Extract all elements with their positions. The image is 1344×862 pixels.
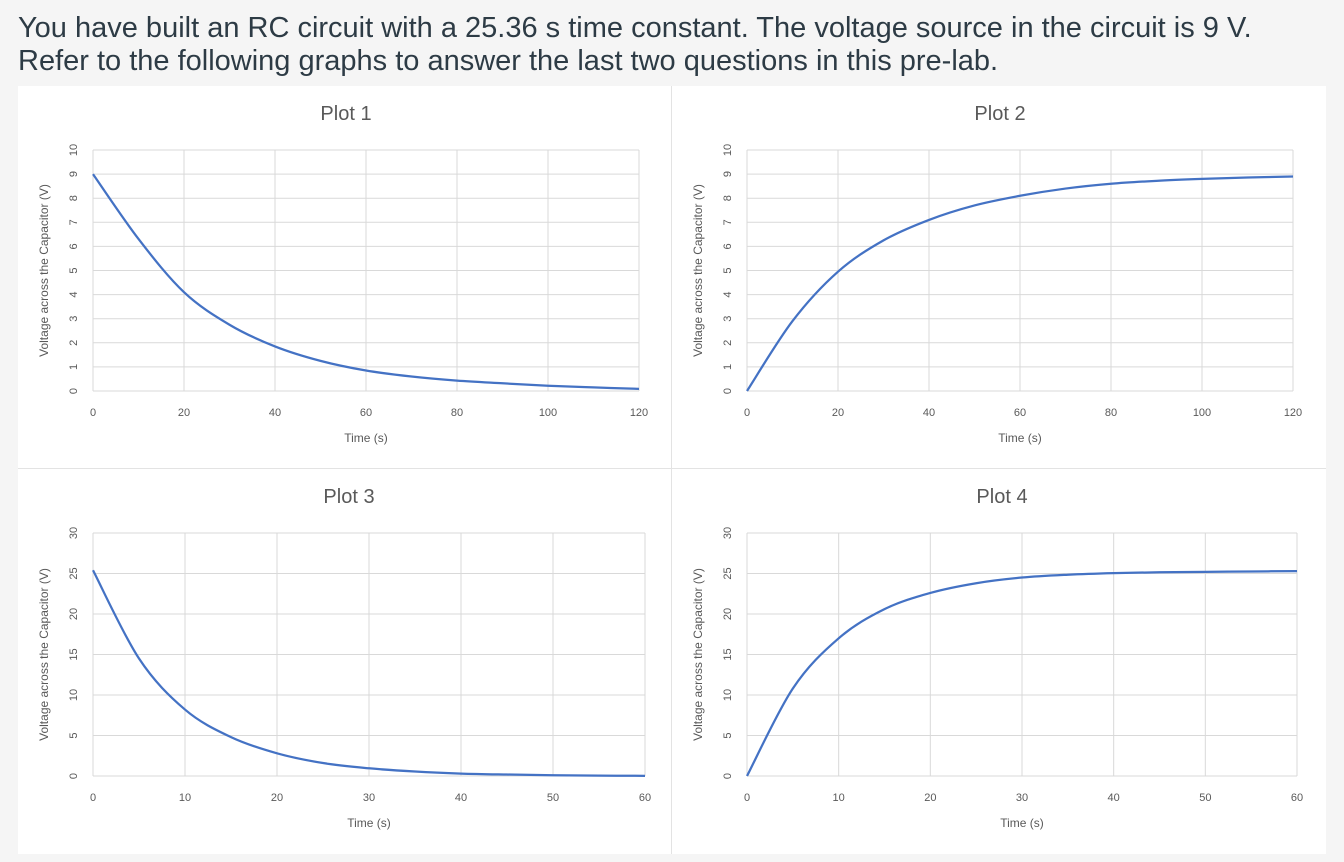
plot-3-title: Plot 3 <box>323 486 374 508</box>
plot-2-x-tick-label: 100 <box>1193 407 1211 419</box>
plot-4-y-tick-label: 15 <box>722 648 734 660</box>
plot-1-x-tick-label: 0 <box>90 407 96 419</box>
plot-4-y-tick-label: 25 <box>722 567 734 579</box>
plot-3-y-tick-label: 15 <box>68 648 80 660</box>
plot-2-y-tick-label: 10 <box>722 144 734 156</box>
plots-figure: Plot 1 0 1 2 3 4 5 6 7 8 9 10 0 20 40 60 80 100 120 Time (s… <box>18 86 1326 854</box>
plot-2-x-tick-label: 60 <box>1014 407 1026 419</box>
plot-1-title: Plot 1 <box>320 103 371 125</box>
plot-1-y-tick-label: 10 <box>68 144 80 156</box>
plot-1-y-tick-label: 6 <box>68 243 80 249</box>
plot-4-x-tick-label: 40 <box>1108 792 1120 804</box>
plot-2-x-tick-label: 120 <box>1284 407 1302 419</box>
question-text: You have built an RC circuit with a 25.3… <box>18 12 1252 77</box>
plot-4-x-tick-label: 60 <box>1291 792 1303 804</box>
plot-3-x-tick-label: 20 <box>271 792 283 804</box>
plot-1-x-tick-label: 60 <box>360 407 372 419</box>
plot-2-x-tick-label: 0 <box>744 407 750 419</box>
plot-4-x-tick-label: 0 <box>744 792 750 804</box>
plot-1-panel: Plot 1 0 1 2 3 4 5 6 7 8 9 10 0 20 40 60 80 100 120 Time (s… <box>18 86 671 468</box>
plot-1-x-axis-label: Time (s) <box>344 431 388 445</box>
plot-4-x-tick-label: 50 <box>1199 792 1211 804</box>
plot-1-y-tick-label: 0 <box>68 388 80 394</box>
plot-3-y-tick-label: 5 <box>68 732 80 738</box>
plot-4-panel: Plot 4 0 5 10 15 20 25 30 0 10 20 30 40 50 60 Time (s) V… <box>672 469 1326 854</box>
plot-1-y-tick-label: 8 <box>68 195 80 201</box>
plot-2-y-tick-label: 2 <box>722 340 734 346</box>
plot-1-y-tick-label: 3 <box>68 316 80 322</box>
plot-2-series-line <box>746 175 1294 392</box>
plot-3-y-tick-label: 10 <box>68 689 80 701</box>
plot-2-panel: Plot 2 0 1 2 3 4 5 6 7 8 9 10 0 20 40 60 80 100 120 Time (s… <box>672 86 1326 468</box>
panel-divider-vertical <box>671 86 672 854</box>
plot-2-y-tick-label: 7 <box>722 219 734 225</box>
panel-divider-horizontal <box>18 468 1326 469</box>
plot-4-x-axis-label: Time (s) <box>1000 816 1044 830</box>
plot-1-x-tick-label: 120 <box>630 407 648 419</box>
plot-4-chart: Plot 4 0 5 10 15 20 25 30 0 10 20 30 40 50 60 Time (s) V… <box>691 486 1303 830</box>
plot-3-y-tick-label: 0 <box>68 773 80 779</box>
plot-2-x-tick-label: 80 <box>1105 407 1117 419</box>
plot-2-title: Plot 2 <box>974 103 1025 125</box>
plot-2-y-tick-label: 8 <box>722 195 734 201</box>
plot-1-series-line <box>92 173 640 390</box>
plot-2-y-tick-label: 4 <box>722 292 734 298</box>
plot-3-chart: Plot 3 0 5 10 15 20 25 30 0 10 20 30 40 50 60 Time (s) V… <box>37 486 651 830</box>
plot-2-y-axis-label: Voltage across the Capacitor (V) <box>691 184 705 357</box>
plot-3-panel: Plot 3 0 5 10 15 20 25 30 0 10 20 30 40 50 60 Time (s) V… <box>18 469 671 854</box>
plot-3-x-tick-label: 0 <box>90 792 96 804</box>
plot-1-y-tick-label: 5 <box>68 267 80 273</box>
plot-4-x-tick-label: 20 <box>924 792 936 804</box>
plot-1-y-axis-label: Voltage across the Capacitor (V) <box>37 184 51 357</box>
plot-4-title: Plot 4 <box>976 486 1027 508</box>
plot-2-y-tick-label: 3 <box>722 316 734 322</box>
plot-1-y-tick-label: 9 <box>68 171 80 177</box>
plot-4-y-axis-label: Voltage across the Capacitor (V) <box>691 568 705 741</box>
plot-3-y-tick-label: 30 <box>68 527 80 539</box>
plot-3-x-tick-label: 40 <box>455 792 467 804</box>
plot-2-y-tick-label: 5 <box>722 267 734 273</box>
plot-1-y-tick-label: 7 <box>68 219 80 225</box>
plot-2-y-tick-label: 6 <box>722 243 734 249</box>
plot-3-y-tick-label: 20 <box>68 608 80 620</box>
plot-3-y-axis-label: Voltage across the Capacitor (V) <box>37 568 51 741</box>
plot-1-x-tick-label: 40 <box>269 407 281 419</box>
plot-4-x-tick-label: 30 <box>1016 792 1028 804</box>
plot-1-y-tick-label: 4 <box>68 292 80 298</box>
plot-2-x-axis-label: Time (s) <box>998 431 1042 445</box>
plot-4-x-tick-label: 10 <box>833 792 845 804</box>
plot-4-series-line <box>746 569 1298 777</box>
plot-2-y-tick-label: 9 <box>722 171 734 177</box>
plot-4-y-tick-label: 30 <box>722 527 734 539</box>
plot-2-x-tick-label: 40 <box>923 407 935 419</box>
plot-3-x-tick-label: 60 <box>639 792 651 804</box>
plot-1-y-tick-label: 1 <box>68 364 80 370</box>
plot-3-x-tick-label: 50 <box>547 792 559 804</box>
plot-3-y-tick-label: 25 <box>68 567 80 579</box>
plot-3-x-tick-label: 30 <box>363 792 375 804</box>
plot-4-y-tick-label: 10 <box>722 689 734 701</box>
plot-1-y-tick-label: 2 <box>68 340 80 346</box>
plot-3-x-tick-label: 10 <box>179 792 191 804</box>
plot-2-y-tick-label: 0 <box>722 388 734 394</box>
plot-1-x-tick-label: 20 <box>178 407 190 419</box>
plot-4-y-tick-label: 20 <box>722 608 734 620</box>
plot-1-x-tick-label: 80 <box>451 407 463 419</box>
plot-1-x-tick-label: 100 <box>539 407 557 419</box>
plot-4-y-tick-label: 5 <box>722 732 734 738</box>
plot-3-x-axis-label: Time (s) <box>347 816 391 830</box>
plot-2-x-tick-label: 20 <box>832 407 844 419</box>
plot-4-y-tick-label: 0 <box>722 773 734 779</box>
plot-3-series-line <box>92 569 646 777</box>
plot-2-y-tick-label: 1 <box>722 364 734 370</box>
